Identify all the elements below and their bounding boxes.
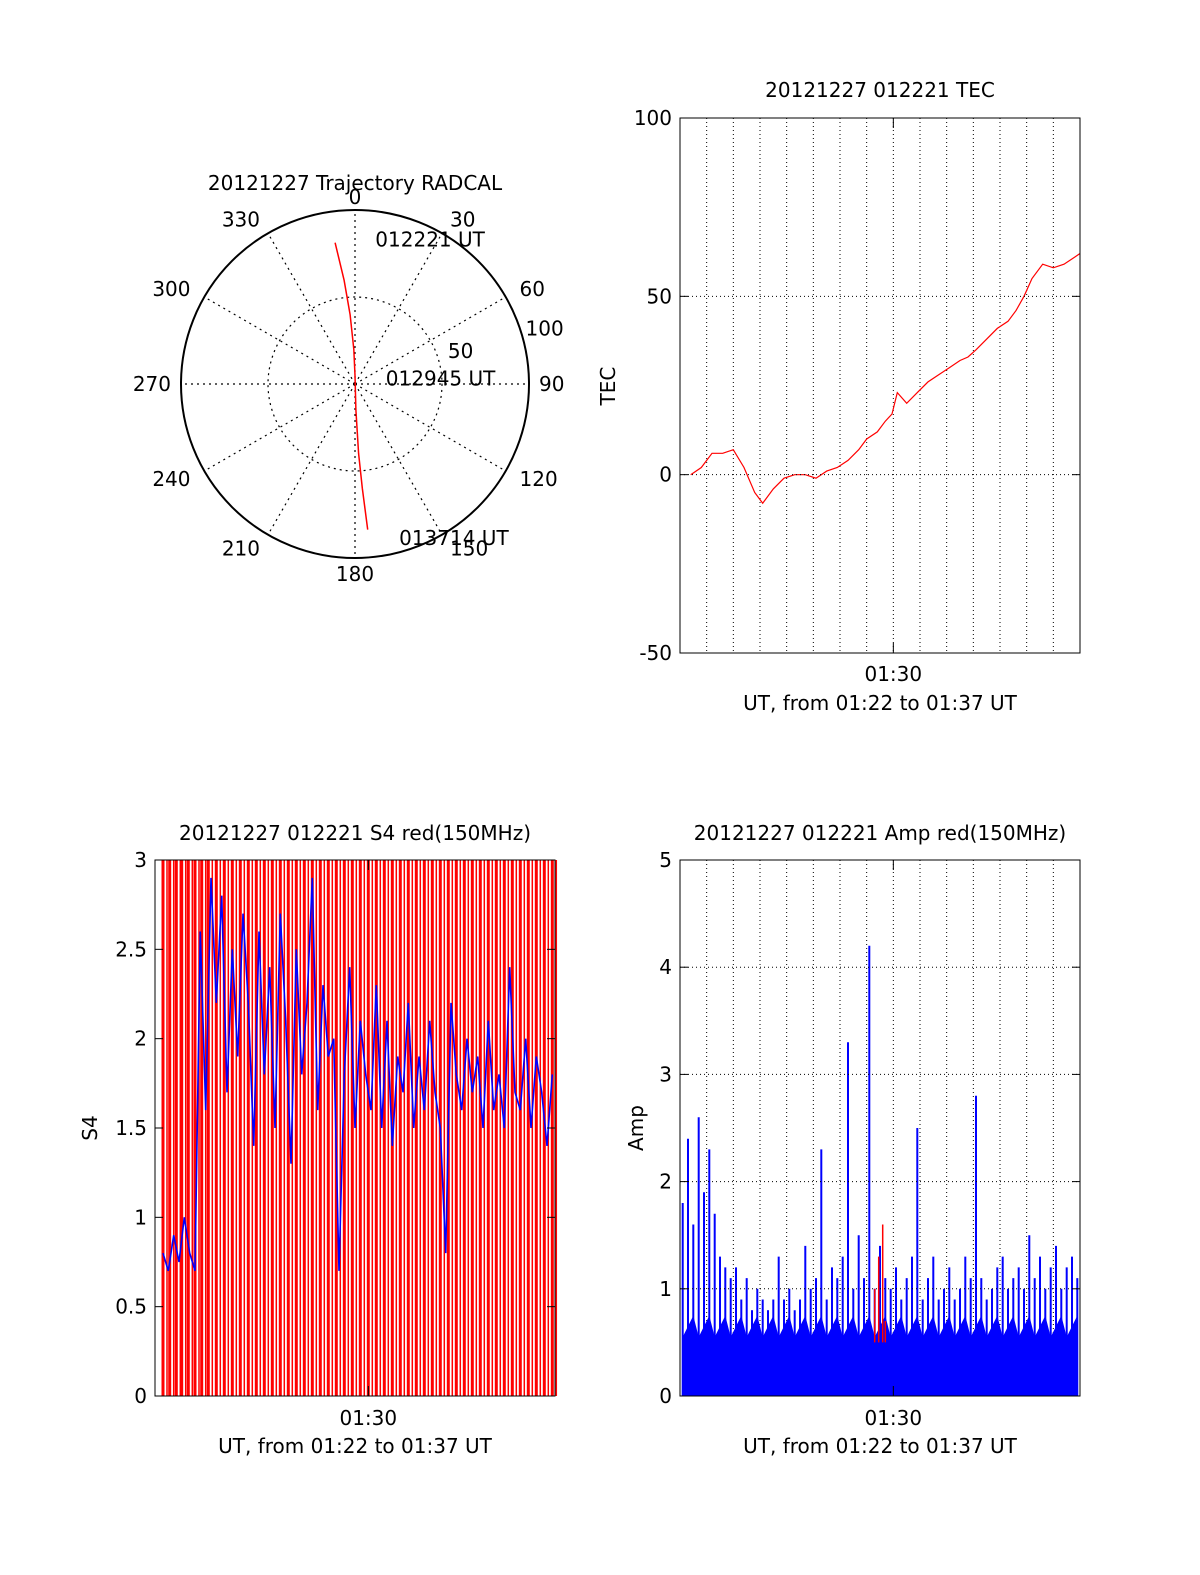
y-tick-label: 100 bbox=[634, 106, 672, 130]
polar-spoke bbox=[267, 233, 356, 385]
amp-x-tick-label: 01:30 bbox=[864, 1406, 922, 1430]
polar-spoke bbox=[354, 296, 506, 385]
amp-y-axis-label: Amp bbox=[624, 1105, 648, 1151]
amp-blue-series bbox=[681, 945, 1079, 1396]
polar-azimuth-label: 60 bbox=[520, 277, 545, 301]
polar-azimuth-labels: 0 30 60 90 120 150 180 210 240 270 300 330 bbox=[133, 185, 565, 586]
amp-axes-frame bbox=[679, 859, 1081, 1397]
s4-y-axis-label: S4 bbox=[78, 1115, 102, 1140]
tec-y-ticks: -50 0 50 100 bbox=[634, 106, 1080, 665]
polar-grid bbox=[181, 210, 529, 558]
polar-azimuth-label: 180 bbox=[336, 562, 374, 586]
tec-x-tick-label: 01:30 bbox=[864, 662, 922, 686]
s4-x-axis-label: UT, from 01:22 to 01:37 UT bbox=[218, 1434, 493, 1458]
tec-axes-frame bbox=[679, 117, 1081, 654]
amp-red-series bbox=[873, 1224, 887, 1343]
polar-spoke bbox=[267, 383, 356, 535]
polar-spoke bbox=[354, 383, 443, 535]
polar-radial-ring bbox=[267, 296, 443, 472]
y-tick-label: 1 bbox=[659, 1277, 672, 1301]
polar-annotations: 012221 UT 012945 UT 013714 UT bbox=[375, 227, 509, 550]
tec-x-axis-label: UT, from 01:22 to 01:37 UT bbox=[743, 691, 1018, 715]
amp-gridlines bbox=[706, 860, 1081, 1396]
amp-x-axis-label: UT, from 01:22 to 01:37 UT bbox=[743, 1434, 1018, 1458]
polar-annotation: 012221 UT bbox=[375, 227, 485, 251]
amp-title: 20121227 012221 Amp red(150MHz) bbox=[694, 821, 1066, 845]
tec-title: 20121227 012221 TEC bbox=[765, 78, 995, 102]
y-tick-label: 2.5 bbox=[115, 937, 147, 961]
polar-azimuth-label: 240 bbox=[152, 467, 190, 491]
y-tick-label: 3 bbox=[659, 1062, 672, 1086]
s4-y-ticks: 0 0.5 1 1.5 2 2.5 3 bbox=[115, 848, 555, 1408]
polar-spoke bbox=[354, 233, 443, 385]
polar-outer-circle bbox=[180, 209, 530, 559]
s4-red-series bbox=[161, 860, 558, 1396]
y-tick-label: 4 bbox=[659, 955, 672, 979]
y-tick-label: 0 bbox=[659, 463, 672, 487]
y-tick-label: 2 bbox=[659, 1170, 672, 1194]
polar-azimuth-label: 90 bbox=[539, 372, 564, 396]
polar-spoke bbox=[204, 296, 356, 385]
polar-radial-labels: 50 100 bbox=[448, 316, 564, 363]
polar-azimuth-label: 300 bbox=[152, 277, 190, 301]
amp-y-ticks: 0 1 2 3 4 5 bbox=[659, 848, 1080, 1408]
y-tick-label: 0 bbox=[659, 1384, 672, 1408]
polar-radial-label: 50 bbox=[448, 339, 473, 363]
tec-y-axis-label: TEC bbox=[596, 367, 620, 407]
s4-x-tick-label: 01:30 bbox=[339, 1406, 397, 1430]
polar-title: 20121227 Trajectory RADCAL bbox=[208, 171, 503, 195]
polar-azimuth-label: 0 bbox=[349, 185, 362, 209]
polar-azimuth-label: 120 bbox=[520, 467, 558, 491]
polar-azimuth-label: 270 bbox=[133, 372, 171, 396]
y-tick-label: 0 bbox=[134, 1384, 147, 1408]
polar-radial-label: 100 bbox=[526, 316, 564, 340]
y-tick-label: 3 bbox=[134, 848, 147, 872]
y-tick-label: 1.5 bbox=[115, 1116, 147, 1140]
y-tick-label: -50 bbox=[639, 641, 672, 665]
polar-spoke bbox=[204, 383, 356, 472]
y-tick-label: 5 bbox=[659, 848, 672, 872]
polar-azimuth-label: 150 bbox=[450, 537, 488, 561]
polar-trajectory-line bbox=[334, 242, 369, 530]
y-tick-label: 50 bbox=[647, 284, 672, 308]
polar-panel: 20121227 Trajectory RADCAL 0 30 60 90 120 150… bbox=[133, 171, 565, 586]
polar-annotation: 013714 UT bbox=[399, 526, 509, 550]
polar-azimuth-label: 210 bbox=[222, 537, 260, 561]
s4-panel: 20121227 012221 S4 red(150MHz) 0 0.5 1 1.5 2… bbox=[78, 821, 558, 1458]
polar-azimuth-label: 30 bbox=[450, 208, 475, 232]
s4-title: 20121227 012221 S4 red(150MHz) bbox=[179, 821, 531, 845]
s4-blue-series-line bbox=[162, 877, 554, 1272]
polar-annotation: 012945 UT bbox=[386, 367, 496, 391]
y-tick-label: 0.5 bbox=[115, 1295, 147, 1319]
y-tick-label: 1 bbox=[134, 1205, 147, 1229]
tec-series-line bbox=[690, 253, 1081, 505]
tec-panel: 20121227 012221 TEC -50 0 50 100 01:30 UT, … bbox=[596, 78, 1081, 715]
tec-gridlines bbox=[706, 118, 1081, 653]
polar-spoke bbox=[354, 383, 506, 472]
y-tick-label: 2 bbox=[134, 1027, 147, 1051]
polar-azimuth-label: 330 bbox=[222, 208, 260, 232]
amp-panel: 20121227 012221 Amp red(150MHz) 0 1 2 3 4 5 0… bbox=[624, 821, 1081, 1458]
